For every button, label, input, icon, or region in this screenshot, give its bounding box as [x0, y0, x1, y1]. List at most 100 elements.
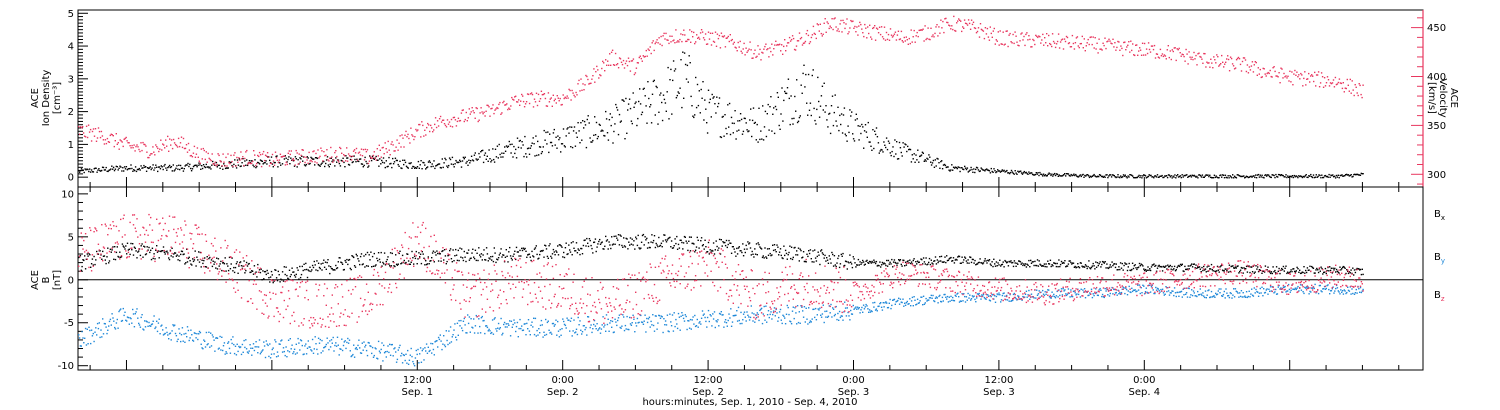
data-point: [984, 170, 986, 172]
data-point: [671, 247, 674, 249]
data-point: [695, 76, 697, 79]
data-point: [450, 258, 453, 260]
data-point: [1187, 176, 1189, 178]
data-point: [656, 244, 658, 246]
data-point: [84, 337, 86, 339]
data-point: [1103, 175, 1105, 178]
data-point: [1240, 70, 1243, 72]
data-point: [1045, 42, 1047, 44]
data-point: [938, 26, 940, 28]
data-point: [663, 234, 665, 236]
data-point: [134, 313, 136, 315]
data-point: [161, 149, 163, 151]
data-point: [703, 248, 705, 250]
data-point: [1278, 72, 1280, 74]
data-point: [552, 248, 555, 251]
data-point: [298, 163, 300, 165]
data-point: [509, 320, 511, 322]
data-point: [569, 126, 571, 128]
data-point: [702, 81, 704, 83]
data-point: [598, 77, 600, 79]
data-point: [1068, 260, 1070, 262]
velocity-ylabel-line3: [km/s]: [1426, 82, 1437, 114]
data-point: [1188, 175, 1190, 178]
data-point: [477, 332, 479, 334]
data-point: [358, 151, 361, 153]
data-point: [171, 170, 173, 172]
data-point: [1289, 175, 1291, 178]
data-point: [1193, 263, 1195, 265]
data-point: [426, 263, 429, 265]
data-point: [1109, 40, 1111, 42]
data-point: [406, 136, 408, 138]
data-point: [521, 329, 524, 332]
data-point: [719, 253, 722, 255]
data-point: [444, 157, 446, 160]
data-point: [320, 352, 322, 354]
data-point: [882, 263, 884, 265]
data-point: [873, 147, 875, 150]
data-point: [262, 163, 264, 165]
data-point: [944, 18, 946, 20]
data-point: [489, 330, 491, 332]
data-point: [87, 343, 89, 345]
data-point: [328, 160, 330, 162]
data-point: [1075, 267, 1077, 269]
data-point: [437, 336, 440, 339]
data-point: [1017, 263, 1019, 265]
data-point: [193, 259, 196, 261]
data-point: [1330, 267, 1333, 269]
data-point: [351, 161, 353, 164]
data-point: [298, 342, 300, 344]
data-point: [806, 253, 808, 255]
data-point: [693, 31, 695, 34]
data-point: [1136, 44, 1138, 46]
data-point: [1224, 174, 1227, 176]
data-point: [1320, 266, 1322, 268]
data-point: [233, 163, 235, 166]
data-point: [994, 265, 997, 267]
data-point: [1330, 174, 1332, 176]
data-point: [1250, 65, 1253, 67]
data-point: [512, 156, 514, 158]
data-point: [1048, 172, 1050, 174]
data-point: [515, 258, 517, 261]
data-point: [917, 261, 920, 264]
data-point: [1210, 176, 1212, 178]
data-point: [353, 155, 355, 157]
data-point: [903, 259, 905, 262]
data-point: [189, 163, 191, 166]
data-point: [536, 154, 538, 157]
data-point: [1341, 174, 1343, 176]
data-point: [947, 166, 949, 168]
data-point: [948, 258, 950, 260]
data-point: [452, 116, 455, 119]
data-point: [239, 346, 242, 348]
data-point: [463, 250, 465, 253]
data-point: [411, 167, 413, 169]
data-point: [1151, 176, 1153, 178]
data-point: [500, 317, 502, 320]
data-point: [98, 250, 100, 252]
data-point: [1110, 266, 1112, 268]
data-point: [1231, 63, 1234, 65]
data-point: [1256, 174, 1259, 176]
data-point: [117, 255, 119, 258]
data-point: [445, 159, 447, 161]
data-point: [567, 253, 569, 255]
data-point: [125, 319, 127, 321]
data-point: [555, 250, 557, 252]
data-point: [424, 164, 426, 166]
data-point: [1075, 37, 1078, 39]
data-point: [371, 266, 373, 268]
data-point: [428, 160, 431, 162]
data-point: [345, 347, 347, 350]
data-point: [390, 143, 392, 145]
data-point: [926, 264, 928, 266]
data-point: [151, 323, 154, 325]
data-point: [837, 257, 839, 260]
data-point: [908, 37, 910, 40]
data-point: [648, 246, 651, 249]
data-point: [421, 349, 423, 352]
data-point: [1258, 269, 1261, 271]
